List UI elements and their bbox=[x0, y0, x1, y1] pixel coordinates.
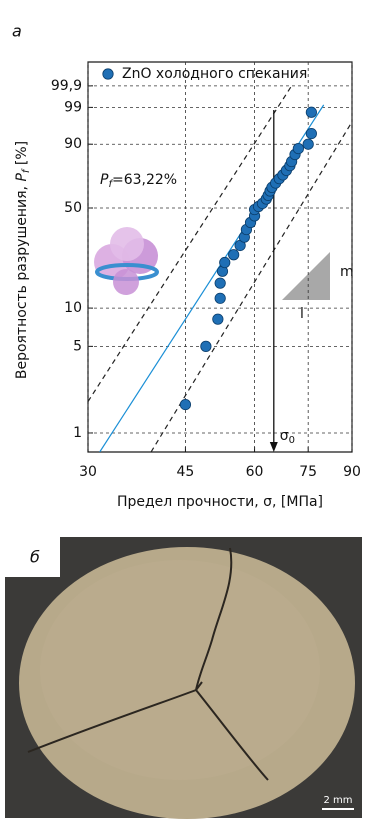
y-tick-label: 10 bbox=[64, 300, 82, 316]
annotation: Pf=63,22% bbox=[100, 172, 177, 190]
y-tick-label: 99 bbox=[64, 99, 82, 115]
sigma0-part: 0 bbox=[289, 435, 295, 446]
x-tick-label: 75 bbox=[299, 464, 317, 480]
data-point bbox=[215, 278, 225, 288]
y-tick-label: 99,9 bbox=[51, 78, 82, 94]
y-tick-label: 5 bbox=[73, 338, 82, 354]
data-point bbox=[220, 257, 230, 267]
data-point bbox=[215, 293, 225, 303]
y-tick-label: 1 bbox=[73, 425, 82, 441]
y-tick-label: 90 bbox=[64, 136, 82, 152]
data-point bbox=[303, 139, 313, 149]
molecule-icon bbox=[94, 227, 158, 295]
legend-label: ZnO холодного спекания bbox=[122, 66, 307, 82]
photo bbox=[5, 537, 362, 819]
scale-bar-label: 2 mm bbox=[323, 795, 352, 806]
data-point bbox=[228, 250, 238, 260]
data-point bbox=[180, 399, 190, 409]
x-tick-label: 90 bbox=[343, 464, 361, 480]
sigma0-arrowhead bbox=[270, 442, 278, 452]
data-point bbox=[293, 143, 303, 153]
legend-marker bbox=[103, 69, 113, 79]
panel-label: б bbox=[30, 548, 40, 567]
data-point bbox=[306, 107, 316, 117]
y-label-part: [%] bbox=[14, 141, 30, 170]
data-point bbox=[306, 128, 316, 138]
slope-triangle bbox=[282, 252, 330, 300]
x-tick-label: 60 bbox=[246, 464, 264, 480]
data-point bbox=[213, 314, 223, 324]
panel-label: а bbox=[12, 22, 22, 41]
y-label-part: Вероятность разрушения, bbox=[14, 182, 30, 380]
sigma0-part: σ bbox=[280, 428, 289, 444]
slope-label: m bbox=[340, 264, 354, 280]
y-axis-label: Вероятность разрушения, Pf [%] bbox=[14, 141, 32, 379]
data-point bbox=[201, 341, 211, 351]
x-axis-label: Предел прочности, σ, [МПа] bbox=[117, 494, 323, 510]
x-tick-label: 30 bbox=[79, 464, 97, 480]
annotation-part: =63,22% bbox=[112, 172, 177, 188]
x-tick-label: 45 bbox=[177, 464, 195, 480]
sigma0-label: σ0 bbox=[280, 428, 295, 446]
y-tick-label: 50 bbox=[64, 200, 82, 216]
figure: а m l Pf=63,22% Вероятность разрушения, … bbox=[0, 0, 367, 822]
